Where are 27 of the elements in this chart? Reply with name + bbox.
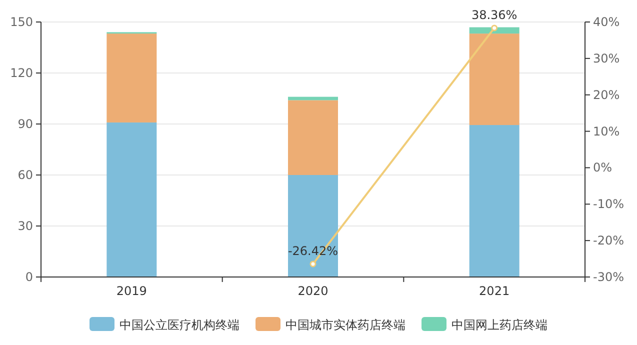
y-tick-label: 90 xyxy=(18,117,33,131)
y-tick-label: 120 xyxy=(10,66,33,80)
bar xyxy=(288,175,338,277)
legend-label: 中国公立医疗机构终端 xyxy=(120,318,240,332)
data-label: 38.36% xyxy=(471,8,518,22)
bar xyxy=(469,125,520,277)
bar xyxy=(106,122,157,277)
y-tick-label: 0 xyxy=(25,270,33,284)
y-tick-label: 30 xyxy=(18,219,33,233)
y2-tick-label: -10% xyxy=(593,197,624,212)
y-tick-label: 60 xyxy=(18,168,33,182)
bar xyxy=(106,34,157,122)
legend-label: 中国城市实体药店终端 xyxy=(286,318,406,332)
y2-tick-label: 10% xyxy=(593,124,620,138)
x-tick-label: 2019 xyxy=(116,284,147,298)
y-tick-label: 150 xyxy=(10,15,33,29)
y2-tick-label: 40% xyxy=(593,15,620,29)
bar xyxy=(469,34,520,126)
legend-label: 中国网上药店终端 xyxy=(452,318,548,332)
y2-tick-label: 0% xyxy=(593,160,612,175)
y2-tick-label: 20% xyxy=(593,88,620,102)
x-tick-label: 2020 xyxy=(298,284,328,298)
bar xyxy=(288,100,338,175)
y2-tick-label: 30% xyxy=(593,51,620,66)
x-tick-label: 2021 xyxy=(479,284,510,298)
y2-tick-label: -20% xyxy=(593,234,624,248)
y2-tick-label: -30% xyxy=(593,270,624,284)
